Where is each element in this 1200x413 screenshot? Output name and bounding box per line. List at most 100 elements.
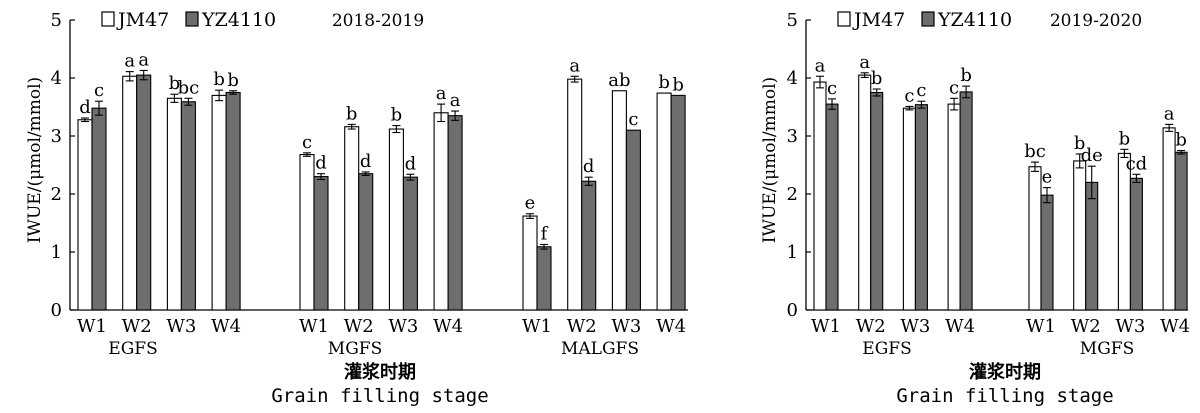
bar-jm47 <box>567 78 583 311</box>
significance-label: a <box>450 90 461 111</box>
bar-yz4110 <box>313 176 329 311</box>
significance-label: d <box>360 151 372 172</box>
significance-label: c <box>916 80 926 101</box>
x-tick-label: W2 <box>856 316 886 337</box>
y-tick-label: 4 <box>51 68 62 89</box>
x-tick-label: W1 <box>811 316 841 337</box>
bar-yz4110 <box>870 91 884 311</box>
x-tick-label: W3 <box>1115 316 1145 337</box>
bar-yz4110 <box>1129 177 1143 311</box>
bar-jm47 <box>1117 152 1131 311</box>
bar-yz4110 <box>1085 181 1099 311</box>
x-tick-label: W1 <box>299 316 329 337</box>
bar-jm47 <box>1162 127 1176 311</box>
significance-label: c <box>94 80 104 101</box>
bar-jm47 <box>947 103 961 311</box>
x-axis-label-cn: 灌浆时期 <box>344 361 416 383</box>
y-tick-label: 3 <box>787 126 798 147</box>
significance-label: d <box>315 153 327 174</box>
x-tick-label: W3 <box>611 316 641 337</box>
bar-jm47 <box>77 119 93 311</box>
group-label: EGFS <box>108 339 157 359</box>
significance-label: bc <box>178 77 200 98</box>
significance-label: e <box>1042 167 1053 188</box>
significance-label: d <box>405 153 417 174</box>
bar-yz4110 <box>625 129 641 311</box>
bar-yz4110 <box>959 91 973 311</box>
significance-label: c <box>827 78 837 99</box>
significance-label: c <box>904 85 914 106</box>
significance-label: b <box>1074 133 1086 154</box>
x-tick-label: W1 <box>522 316 552 337</box>
bar-yz4110 <box>914 104 928 311</box>
chart-title: 2019-2020 <box>1050 11 1142 31</box>
bar-yz4110 <box>670 94 686 311</box>
x-tick-label: W4 <box>656 316 686 337</box>
group-label: MGFS <box>1080 339 1134 359</box>
legend-swatch-jm47 <box>101 11 115 27</box>
bar-jm47 <box>611 90 627 311</box>
significance-label: a <box>138 49 149 70</box>
significance-label: b <box>169 73 181 94</box>
legend-swatch-yz4110 <box>185 11 199 27</box>
y-axis-label: IWUE/(μmol/mmol) <box>25 77 45 243</box>
significance-label: b <box>346 103 358 124</box>
y-tick-label: 2 <box>787 184 798 205</box>
y-tick-label: 4 <box>787 68 798 89</box>
bar-jm47 <box>344 126 360 311</box>
bar-jm47 <box>299 154 315 311</box>
significance-label: b <box>658 72 670 93</box>
x-tick-label: W1 <box>1026 316 1056 337</box>
significance-label: b <box>871 68 883 89</box>
significance-label: b <box>227 70 239 91</box>
significance-label: cd <box>1126 153 1148 174</box>
y-tick-label: 5 <box>787 10 798 31</box>
significance-label: c <box>302 132 312 153</box>
group-label: MALGFS <box>561 339 639 359</box>
x-tick-label: W3 <box>900 316 930 337</box>
significance-label: de <box>1081 145 1103 166</box>
y-axis-label: IWUE/(μmol/mmol) <box>760 77 780 243</box>
significance-label: a <box>569 55 580 76</box>
bar-jm47 <box>166 97 182 311</box>
significance-label: a <box>1164 103 1175 124</box>
bar-yz4110 <box>1174 151 1188 311</box>
y-tick-label: 5 <box>51 10 62 31</box>
bar-jm47 <box>656 92 672 311</box>
significance-label: d <box>79 97 91 118</box>
group-label: EGFS <box>862 339 911 359</box>
significance-label: c <box>628 109 638 130</box>
bar-jm47 <box>433 112 449 311</box>
bar-jm47 <box>122 75 138 311</box>
legend-label-yz4110: YZ4110 <box>201 9 276 31</box>
x-axis-label-en: Grain filling stage <box>271 385 488 407</box>
bar-jm47 <box>1028 166 1042 311</box>
bar-jm47 <box>813 81 827 311</box>
chart-panel-1: 0 1 2 3 4 5 IWUE/(μmol/mmol) 2018-2019 JM47 YZ411… <box>25 9 688 407</box>
x-tick-label: W3 <box>166 316 196 337</box>
bar-yz4110 <box>825 103 839 311</box>
x-tick-label: W4 <box>433 316 463 337</box>
group-label: MGFS <box>328 339 382 359</box>
significance-label: b <box>672 74 684 95</box>
x-tick-label: W2 <box>567 316 597 337</box>
x-tick-label: W2 <box>344 316 374 337</box>
legend-label-jm47: JM47 <box>116 9 169 31</box>
significance-label: c <box>949 77 959 98</box>
bar-yz4110 <box>402 176 418 311</box>
significance-label: b <box>960 65 972 86</box>
x-tick-label: W3 <box>388 316 418 337</box>
bar-yz4110 <box>180 101 196 311</box>
bar-yz4110 <box>581 180 597 311</box>
x-tick-label: W4 <box>211 316 241 337</box>
significance-label: bc <box>1024 141 1046 162</box>
chart-panel-2: 0 1 2 3 4 5 IWUE/(μmol/mmol) 2019-2020 JM47 YZ411… <box>760 9 1190 407</box>
bar-jm47 <box>522 215 538 311</box>
significance-label: b <box>1175 130 1187 151</box>
bar-yz4110 <box>1040 194 1054 311</box>
x-axis-label-en: Grain filling stage <box>896 385 1113 407</box>
significance-label: d <box>583 156 595 177</box>
bar-yz4110 <box>91 107 107 311</box>
y-tick-label: 2 <box>51 184 62 205</box>
